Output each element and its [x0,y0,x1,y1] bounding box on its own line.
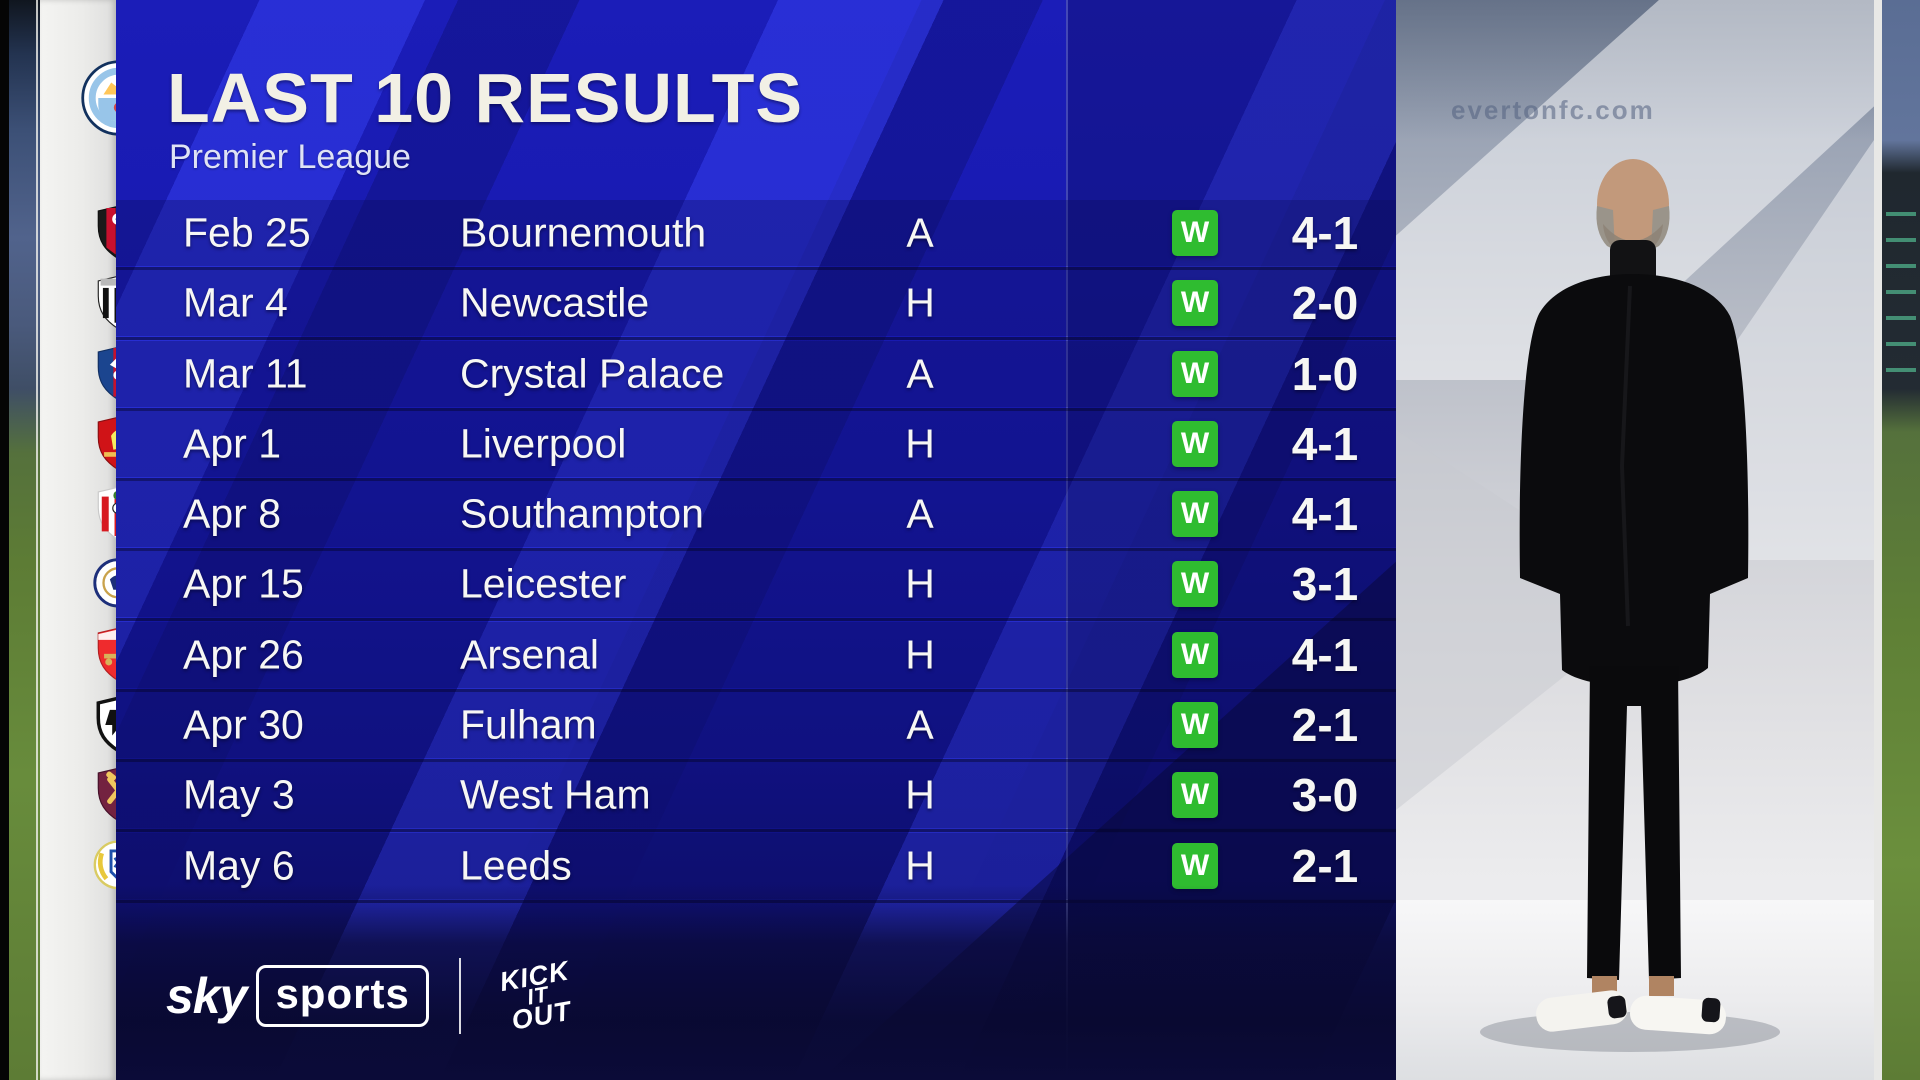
opp-cell: Arsenal [460,631,600,678]
date-cell: Mar 11 [183,350,308,397]
opp-cell: Southampton [460,490,704,537]
result-row: Feb 25 Bournemouth A W 4-1 [116,200,1396,270]
score-cell: 4-1 [1291,207,1359,259]
date-cell: May 3 [183,771,295,818]
result-badge: W [1172,843,1218,889]
result-badge: W [1172,632,1218,678]
venue-cell: A [906,701,934,748]
studio-floor [1396,900,1874,1080]
logo-divider [458,958,461,1034]
crest-strip [40,0,157,1080]
panel-frame-edge [1874,0,1882,1080]
opp-cell: Bournemouth [460,209,707,256]
results-panel: LAST 10 RESULTS Premier League Feb 25 Bou… [116,0,1396,1080]
score-cell: 2-1 [1291,699,1359,751]
sky-sports-logo: sports [256,965,429,1027]
venue-cell: H [905,771,935,818]
date-cell: Mar 4 [183,279,288,326]
score-cell: 3-1 [1291,558,1359,610]
manager-photo-panel: evertonfc.com [1396,0,1874,1080]
date-cell: Apr 30 [183,701,304,748]
right-video-sliver [1882,0,1920,1080]
sky-logo: sky [166,968,247,1024]
manager-photo [1480,159,1780,1052]
opp-cell: Crystal Palace [460,350,725,397]
result-row: Apr 8 Southampton A W 4-1 [116,481,1396,551]
venue-cell: A [906,350,934,397]
date-cell: Apr 15 [183,560,304,607]
strip-edge-highlight [36,0,38,1080]
frame-edge [0,0,9,1080]
venue-cell: H [905,279,935,326]
venue-cell: A [906,209,934,256]
stadium-watermark-text: evertonfc.com [1451,95,1655,125]
score-cell: 4-1 [1291,488,1359,540]
page-title: LAST 10 RESULTS [167,59,804,137]
opp-cell: Leicester [460,560,627,607]
result-row: Apr 15 Leicester H W 3-1 [116,551,1396,621]
result-badge: W [1172,772,1218,818]
footer-shade [116,885,1396,1080]
venue-cell: H [905,842,935,889]
date-cell: Apr 8 [183,490,281,537]
venue-cell: H [905,560,935,607]
result-row: Apr 26 Arsenal H W 4-1 [116,622,1396,692]
venue-cell: H [905,631,935,678]
opp-cell: Liverpool [460,420,627,467]
scoreboard-sliver [1886,190,1916,380]
date-cell: May 6 [183,842,295,889]
result-badge: W [1172,351,1218,397]
kick-it-out-logo: KICK IT OUT [497,955,574,1036]
left-video-sliver [0,0,40,1080]
result-row: Mar 11 Crystal Palace A W 1-0 [116,341,1396,411]
result-row: Apr 30 Fulham A W 2-1 [116,692,1396,762]
opp-cell: Fulham [460,701,597,748]
page-subtitle: Premier League [169,138,411,176]
score-cell: 4-1 [1291,629,1359,681]
footer-logos: sky sports KICK IT OUT [166,948,585,1044]
score-cell: 4-1 [1291,418,1359,470]
venue-cell: A [906,490,934,537]
date-cell: Apr 26 [183,631,304,678]
result-badge: W [1172,421,1218,467]
opp-cell: West Ham [460,771,651,818]
score-cell: 1-0 [1291,348,1359,400]
score-cell: 2-0 [1291,277,1359,329]
date-cell: Feb 25 [183,209,311,256]
date-cell: Apr 1 [183,420,281,467]
score-cell: 2-1 [1291,840,1359,892]
venue-cell: H [905,420,935,467]
result-badge: W [1172,702,1218,748]
result-badge: W [1172,280,1218,326]
score-cell: 3-0 [1291,769,1359,821]
result-badge: W [1172,491,1218,537]
result-row: Mar 4 Newcastle H W 2-0 [116,270,1396,340]
opp-cell: Leeds [460,842,572,889]
result-row: Apr 1 Liverpool H W 4-1 [116,411,1396,481]
result-badge: W [1172,210,1218,256]
result-row: May 3 West Ham H W 3-0 [116,762,1396,832]
result-badge: W [1172,561,1218,607]
opp-cell: Newcastle [460,279,650,326]
